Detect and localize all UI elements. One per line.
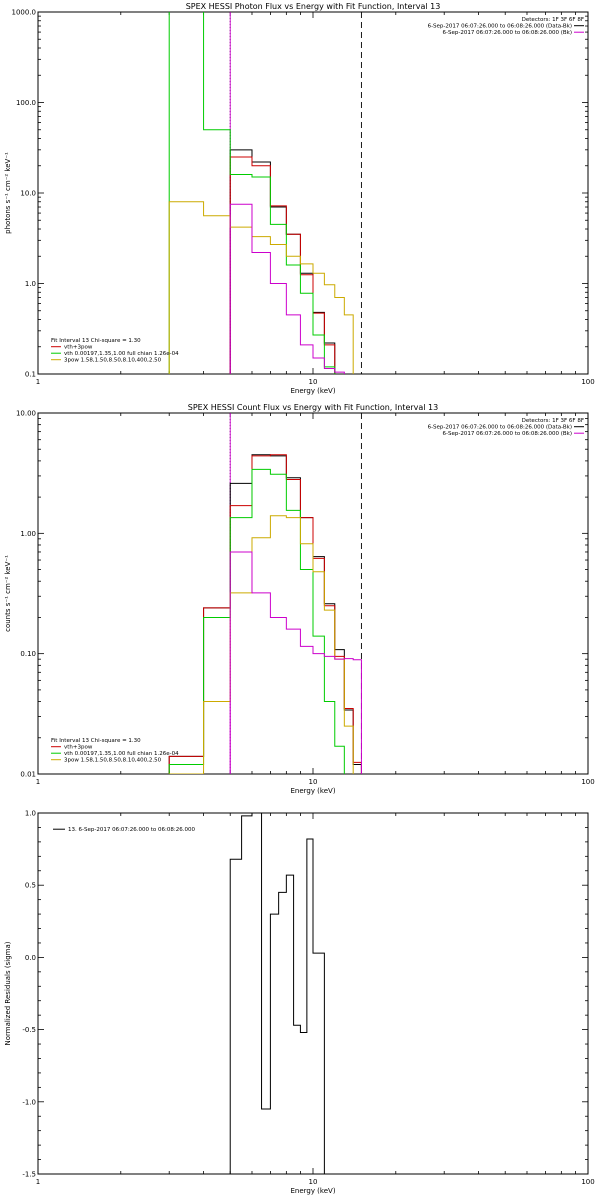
series-step-bk — [229, 203, 345, 374]
series-step-data-bk — [168, 454, 362, 774]
series-step-bk — [229, 551, 362, 774]
chart-title: SPEX HESSI Photon Flux vs Energy with Fi… — [186, 2, 441, 11]
y-tick-label: 0.1 — [25, 371, 36, 379]
y-tick-label: 100.0 — [16, 99, 36, 107]
x-tick-label: 10 — [309, 1178, 318, 1186]
x-axis-label: Energy (keV) — [290, 1187, 335, 1195]
series-step-data-bk — [229, 149, 336, 374]
plot-area — [168, 413, 362, 774]
legend-entry-label: 6-Sep-2017 06:07:26.000 to 06:08:26.000 … — [428, 425, 572, 431]
chart-title: SPEX HESSI Count Flux vs Energy with Fit… — [188, 403, 439, 412]
series-step-vth-3pow — [229, 156, 336, 374]
x-axis-label: Energy (keV) — [290, 787, 335, 795]
series-step-13-6-sep-2017-06-07-26-000-to-06-08-26-000 — [229, 813, 325, 1174]
y-tick-label: -1.5 — [22, 1171, 36, 1179]
legend-entry-label: vth+3pow — [64, 345, 93, 351]
legend-entry-label: 3pow 1.58,1.50,8.50,8.10,400,2.50 — [64, 358, 162, 364]
chart-panel-1: SPEX HESSI Photon Flux vs Energy with Fi… — [4, 2, 595, 395]
y-tick-label: -1.0 — [22, 1098, 36, 1106]
y-tick-label: 0.5 — [25, 882, 36, 890]
y-tick-label: 0.10 — [20, 650, 36, 658]
plot-area — [168, 12, 362, 374]
legend-entry-label: 6-Sep-2017 06:07:26.000 to 06:08:26.000 … — [443, 431, 573, 437]
series-step-vth — [168, 468, 345, 774]
y-tick-label: 1.0 — [25, 810, 36, 818]
legend-entry-label: 3pow 1.58,1.50,8.50,8.10,400,2.50 — [64, 758, 162, 764]
legend-entry-label: 6-Sep-2017 06:07:26.000 to 06:08:26.000 … — [443, 30, 573, 36]
chart-panel-3: 1 10 100 Energy (keV) -1.5 -1.0 -0.5 0.0 0.5 1.0 N… — [4, 810, 595, 1196]
chart-panel-2: SPEX HESSI Count Flux vs Energy with Fit… — [4, 403, 595, 795]
y-tick-label: 10.0 — [20, 190, 36, 198]
legend-entry-label: vth 0.00197,1.35,1.00 full chian 1.26e-0… — [64, 751, 179, 757]
x-axis-label: Energy (keV) — [290, 387, 335, 395]
x-tick-label: 10 — [309, 378, 318, 386]
y-tick-label: 0.01 — [20, 771, 36, 779]
y-axis-label: Normalized Residuals (sigma) — [4, 941, 12, 1045]
y-tick-label: 0.0 — [25, 954, 36, 962]
x-tick-label: 100 — [581, 1178, 594, 1186]
series-step-3pow — [168, 201, 354, 374]
legend-fit-interval: Fit Interval 13 Chi-square = 1.30 — [51, 738, 141, 744]
legend-detectors: Detectors: 1F 3F 6F 8F — [522, 17, 584, 23]
x-tick-label: 1 — [36, 1178, 40, 1186]
y-tick-label: 1000.0 — [12, 9, 37, 17]
y-tick-label: 1.0 — [25, 280, 36, 288]
plot-area — [229, 813, 325, 1174]
x-tick-label: 100 — [581, 378, 594, 386]
y-tick-label: 1.00 — [20, 530, 36, 538]
legend-detectors: Detectors: 1F 3F 6F 8F — [522, 418, 584, 424]
x-tick-label: 10 — [309, 778, 318, 786]
series-step-vth-3pow — [168, 454, 362, 774]
legend-entry-label: vth+3pow — [64, 745, 93, 751]
y-axis-label: photons s⁻¹ cm⁻² keV⁻¹ — [4, 152, 12, 234]
series-step-vth — [168, 12, 336, 374]
legend-fit-interval: Fit Interval 13 Chi-square = 1.30 — [51, 338, 141, 344]
y-tick-label: 10.00 — [16, 410, 36, 418]
legend-entry-label: vth 0.00197,1.35,1.00 full chian 1.26e-0… — [64, 351, 179, 357]
y-tick-label: -0.5 — [22, 1026, 36, 1034]
x-tick-label: 1 — [36, 378, 40, 386]
y-axis-label: counts s⁻¹ cm⁻² keV⁻¹ — [4, 555, 12, 632]
legend-entry-label: 13. 6-Sep-2017 06:07:26.000 to 06:08:26.… — [68, 827, 195, 833]
series-step-3pow — [168, 515, 354, 774]
x-tick-label: 100 — [581, 778, 594, 786]
x-tick-label: 1 — [36, 778, 40, 786]
legend-entry-label: 6-Sep-2017 06:07:26.000 to 06:08:26.000 … — [428, 24, 572, 30]
